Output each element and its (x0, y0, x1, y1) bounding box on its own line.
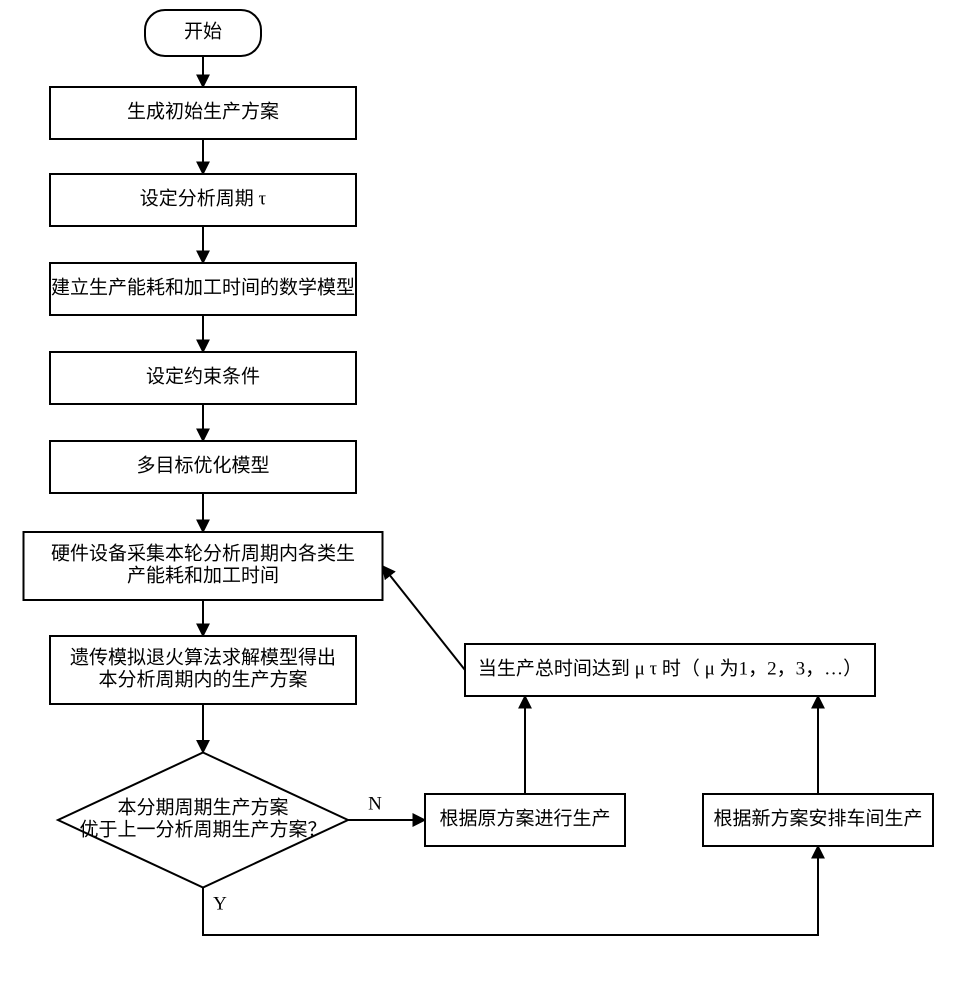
node-nNo-label: 根据原方案进行生产 (439, 807, 610, 829)
node-n2: 设定分析周期 τ (50, 174, 356, 226)
node-n6-label: 硬件设备采集本轮分析周期内各类生 (51, 542, 355, 564)
node-n7-label: 遗传模拟退火算法求解模型得出 (70, 646, 336, 668)
node-start-label: 开始 (184, 20, 222, 42)
node-dec: 本分期周期生产方案优于上一分析周期生产方案？ (58, 753, 348, 888)
edge-dec-nYes (203, 846, 818, 935)
node-n2-label: 设定分析周期 τ (140, 187, 267, 209)
node-nMu-label: 当生产总时间达到 μ τ 时（ μ 为1，2，3，…） (478, 657, 862, 679)
node-n7: 遗传模拟退火算法求解模型得出本分析周期内的生产方案 (50, 636, 356, 704)
node-n3: 建立生产能耗和加工时间的数学模型 (50, 263, 356, 315)
edge-label-dec-nNo: N (368, 793, 382, 814)
node-nYes: 根据新方案安排车间生产 (703, 794, 933, 846)
node-nMu: 当生产总时间达到 μ τ 时（ μ 为1，2，3，…） (465, 644, 875, 696)
node-n5: 多目标优化模型 (50, 441, 356, 493)
node-nNo: 根据原方案进行生产 (425, 794, 625, 846)
node-n6-label: 产能耗和加工时间 (127, 564, 279, 586)
flowchart-canvas: N Y 开始生成初始生产方案设定分析周期 τ 建立生产能耗和加工时间的数学模型设定约束… (0, 0, 971, 1000)
node-dec-label: 本分期周期生产方案 (117, 796, 288, 818)
edge-nMu-n6 (383, 566, 466, 670)
node-n7-label: 本分析周期内的生产方案 (98, 668, 307, 690)
node-n1-label: 生成初始生产方案 (127, 100, 279, 122)
node-n4-label: 设定约束条件 (146, 365, 260, 387)
node-n5-label: 多目标优化模型 (136, 454, 269, 476)
node-dec-label: 优于上一分析周期生产方案？ (79, 818, 326, 840)
node-n4: 设定约束条件 (50, 352, 356, 404)
node-start: 开始 (145, 10, 261, 56)
node-nYes-label: 根据新方案安排车间生产 (713, 807, 922, 829)
node-n3-label: 建立生产能耗和加工时间的数学模型 (51, 276, 355, 298)
node-n1: 生成初始生产方案 (50, 87, 356, 139)
node-n6: 硬件设备采集本轮分析周期内各类生产能耗和加工时间 (24, 532, 383, 600)
edge-label-dec-nYes: Y (213, 893, 227, 914)
